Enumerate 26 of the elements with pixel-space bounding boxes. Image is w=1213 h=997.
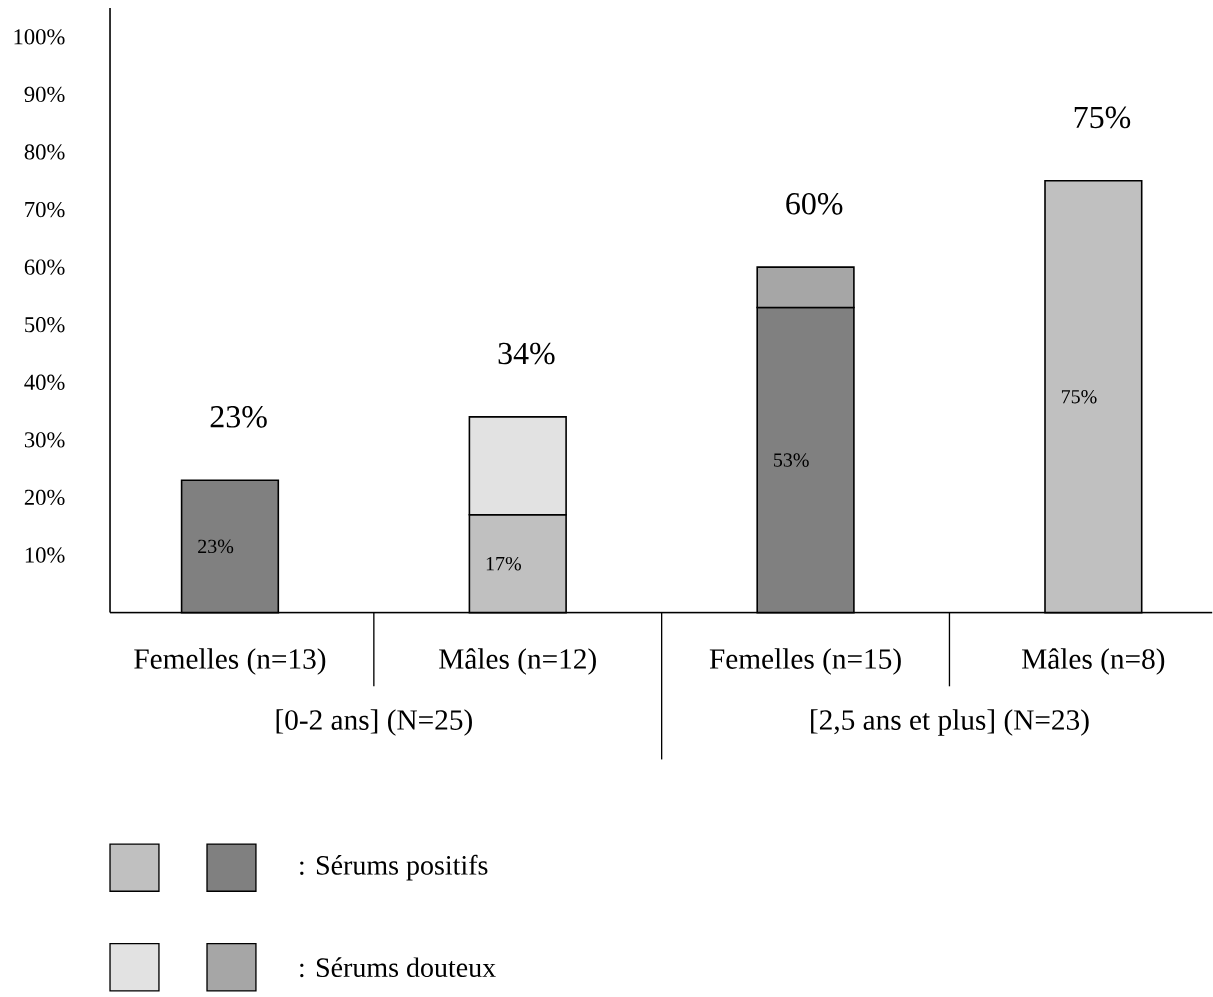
y-tick-label: 100% (14, 29, 65, 45)
y-tick-label: 60% (24, 259, 65, 275)
y-tick-label: 40% (24, 374, 65, 390)
y-tick-label: 80% (24, 144, 65, 160)
y-tick-label: 10% (25, 547, 65, 563)
total-label: 34% (498, 342, 555, 365)
total-label: 23% (210, 405, 267, 428)
x-tick-label: Femelles (n=15) (709, 648, 901, 675)
legend-label: : Sérums douteux (300, 957, 496, 978)
y-tick-label: 30% (24, 432, 65, 448)
x-tick-label: Mâles (n=8) (1022, 648, 1165, 675)
legend-label: : Sérums positifs (300, 854, 488, 881)
data-label: 53% (774, 453, 809, 467)
y-tick-label: 50% (25, 316, 65, 333)
y-tick-label: 20% (24, 489, 65, 506)
x-tick-label: Mâles (n=12) (439, 648, 596, 675)
total-label: 75% (1074, 106, 1131, 129)
text: [0-2 ans] (N=25) (276, 709, 472, 736)
data-label: 17% (486, 556, 521, 571)
y-tick-label: 70% (25, 201, 65, 218)
x-tick-label: Femelles (n=13) (134, 648, 326, 675)
data-label: 23% (198, 539, 234, 554)
total-label: 60% (786, 192, 843, 215)
text: [2,5 ans et plus] (N=23) (811, 709, 1089, 736)
data-label: 75% (1061, 389, 1097, 404)
y-tick-label: 90% (24, 86, 65, 102)
